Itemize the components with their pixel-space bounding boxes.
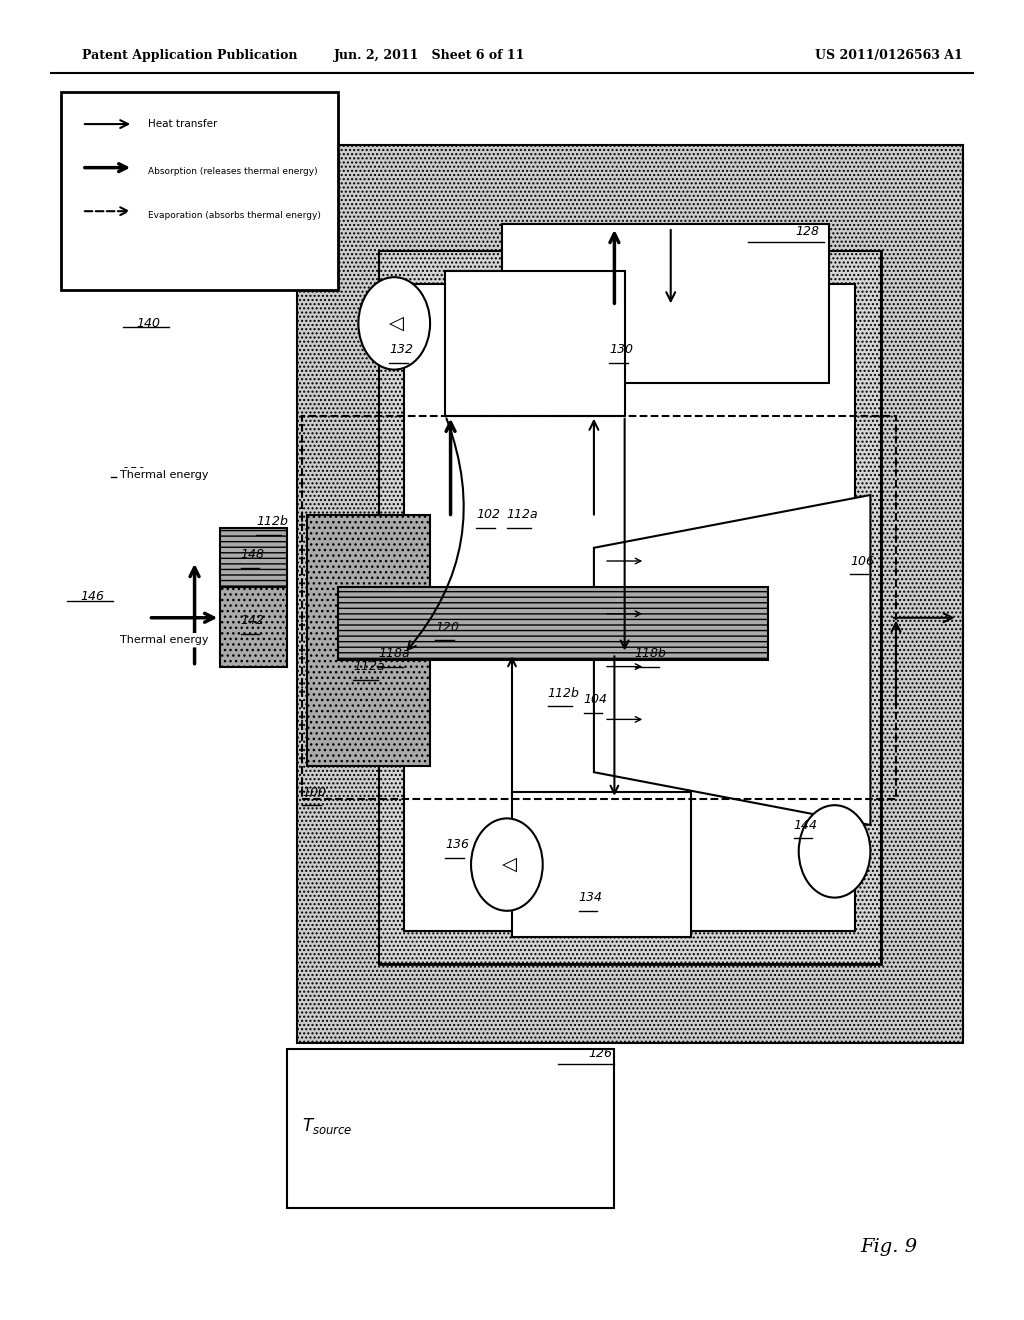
Text: 144: 144	[794, 818, 817, 832]
Text: 100: 100	[302, 785, 326, 799]
Text: 148: 148	[241, 548, 264, 561]
Bar	[445, 271, 625, 416]
Circle shape	[799, 805, 870, 898]
Bar	[287, 1049, 614, 1208]
Bar	[404, 284, 855, 931]
Text: 134: 134	[579, 891, 602, 904]
Text: Patent Application Publication: Patent Application Publication	[82, 49, 297, 62]
Text: Absorption (releases thermal energy): Absorption (releases thermal energy)	[148, 168, 318, 176]
Text: 130: 130	[609, 343, 633, 356]
Bar	[338, 587, 768, 660]
Text: ◁: ◁	[389, 314, 403, 333]
Text: 106: 106	[850, 554, 873, 568]
Text: 136: 136	[445, 838, 469, 851]
Polygon shape	[594, 495, 870, 825]
Text: Thermal energy: Thermal energy	[120, 635, 208, 645]
Text: 118a: 118a	[379, 647, 411, 660]
Text: 142: 142	[241, 614, 264, 627]
Text: 118b: 118b	[635, 647, 667, 660]
Text: 126: 126	[589, 1047, 612, 1060]
Text: 146: 146	[80, 590, 104, 603]
Circle shape	[471, 818, 543, 911]
Text: $T_{sink}$: $T_{sink}$	[522, 286, 558, 308]
Text: $T_{source}$: $T_{source}$	[302, 1115, 352, 1137]
Bar	[220, 568, 287, 667]
Bar	[307, 515, 430, 766]
Text: Fig. 9: Fig. 9	[860, 1238, 918, 1257]
Text: 120: 120	[435, 620, 459, 634]
Text: 112a: 112a	[353, 660, 385, 673]
Text: 140: 140	[136, 317, 161, 330]
Text: 102: 102	[476, 508, 500, 521]
Text: 150: 150	[121, 466, 145, 479]
Bar	[379, 251, 881, 964]
Bar	[379, 251, 881, 964]
Bar	[302, 416, 896, 799]
Text: 104: 104	[584, 693, 607, 706]
Text: Thermal energy: Thermal energy	[120, 470, 208, 480]
Circle shape	[358, 277, 430, 370]
Text: US 2011/0126563 A1: US 2011/0126563 A1	[815, 49, 963, 62]
Bar	[220, 528, 287, 587]
Bar	[297, 145, 963, 1043]
Text: Heat transfer: Heat transfer	[148, 119, 218, 129]
Text: 112a: 112a	[507, 508, 539, 521]
Text: Evaporation (absorbs thermal energy): Evaporation (absorbs thermal energy)	[148, 211, 322, 219]
Bar	[502, 224, 829, 383]
Text: 112b: 112b	[548, 686, 580, 700]
Bar	[61, 92, 338, 290]
Text: ◁: ◁	[502, 855, 516, 874]
Text: 112b: 112b	[256, 515, 288, 528]
Bar	[512, 792, 691, 937]
Text: 132: 132	[389, 343, 413, 356]
Text: 128: 128	[796, 224, 819, 238]
Text: Jun. 2, 2011   Sheet 6 of 11: Jun. 2, 2011 Sheet 6 of 11	[335, 49, 525, 62]
